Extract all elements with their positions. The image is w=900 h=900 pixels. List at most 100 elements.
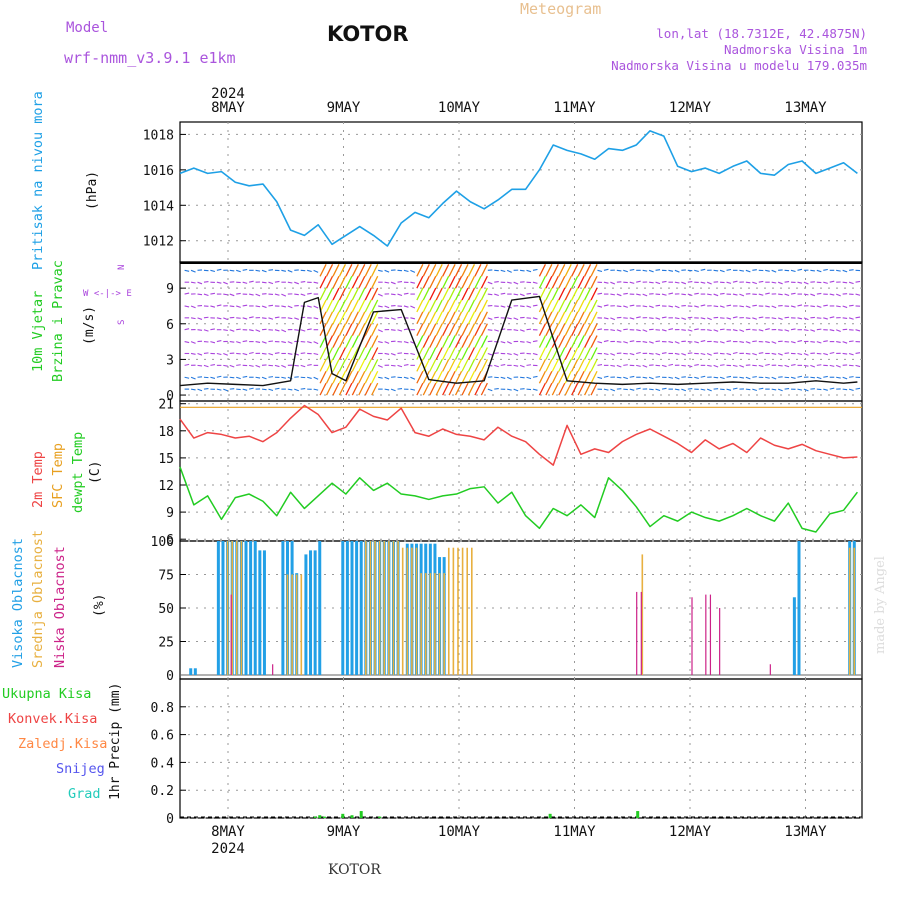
wind-arrow-strong bbox=[351, 323, 359, 337]
wind-arrow-strong bbox=[345, 359, 353, 372]
wind-arrow-strong bbox=[564, 275, 572, 289]
wind-arrow-strong bbox=[435, 323, 443, 337]
wind-arrow bbox=[513, 329, 519, 332]
wind-arrow-strong bbox=[448, 287, 456, 301]
wind-arrow bbox=[855, 329, 861, 332]
cloud-high-bar bbox=[281, 541, 285, 675]
wind-arrow bbox=[803, 329, 809, 332]
wind-arrow bbox=[242, 268, 248, 271]
wind-arrow bbox=[649, 317, 654, 319]
wind-arrow bbox=[287, 341, 293, 344]
wind-arrow bbox=[642, 341, 648, 343]
wind-arrow bbox=[397, 281, 403, 283]
wind-arrow bbox=[797, 317, 803, 320]
ytick-label-4: 0.6 bbox=[151, 729, 174, 744]
wind-arrow-strong bbox=[422, 323, 430, 337]
wind-arrow bbox=[390, 388, 396, 392]
wind-arrow-strong bbox=[358, 323, 366, 337]
wind-arrow bbox=[507, 388, 512, 391]
wind-arrow bbox=[403, 269, 409, 273]
wind-arrow bbox=[681, 293, 686, 296]
wind-arrow bbox=[842, 352, 848, 355]
wind-arrow-strong bbox=[564, 382, 572, 396]
wind-arrow bbox=[203, 316, 209, 319]
wind-arrow bbox=[261, 376, 267, 380]
wind-arrow bbox=[216, 304, 222, 307]
wind-arrow-strong bbox=[435, 335, 443, 348]
wind-arrow-strong bbox=[454, 323, 463, 337]
wind-arrow bbox=[629, 304, 635, 307]
wind-arrow-strong bbox=[564, 299, 572, 313]
wind-arrow bbox=[507, 281, 512, 284]
wind-arrow bbox=[765, 292, 770, 295]
wind-arrow-strong bbox=[429, 335, 437, 348]
wind-arrow-strong bbox=[338, 347, 347, 360]
wind-arrow bbox=[397, 352, 403, 355]
wind-arrow bbox=[797, 340, 803, 343]
wind-arrow-strong bbox=[545, 347, 553, 360]
wind-arrow bbox=[294, 329, 299, 331]
wind-arrow-strong bbox=[422, 347, 430, 360]
wind-arrow bbox=[223, 329, 228, 332]
wind-arrow-strong bbox=[454, 287, 463, 301]
wind-arrow-strong bbox=[558, 335, 566, 348]
ytick-label-0: 1018 bbox=[143, 128, 174, 143]
wind-arrow-strong bbox=[364, 275, 372, 289]
wind-arrow bbox=[790, 305, 796, 308]
wind-arrow bbox=[210, 305, 216, 308]
wind-arrow bbox=[668, 292, 674, 295]
wind-arrow-strong bbox=[571, 275, 579, 289]
wind-arrow bbox=[249, 316, 254, 319]
wind-arrow-strong bbox=[351, 382, 359, 396]
wind-arrow-strong bbox=[467, 311, 476, 325]
wind-arrow-strong bbox=[332, 347, 340, 360]
wind-arrow-strong bbox=[454, 347, 463, 360]
wind-arrow bbox=[835, 364, 841, 368]
wind-arrow bbox=[203, 352, 209, 355]
wind-arrow bbox=[603, 281, 609, 284]
wind-arrow bbox=[700, 352, 706, 356]
wind-arrow bbox=[390, 293, 396, 296]
wind-arrow bbox=[765, 363, 770, 366]
top-day-tick-label: 10MAY bbox=[438, 100, 481, 116]
wind-arrow-strong bbox=[319, 359, 327, 372]
ytick-label-2: 12 bbox=[158, 479, 174, 494]
panel-frame-0 bbox=[179, 121, 863, 263]
wind-arrow-strong bbox=[364, 359, 372, 372]
wind-arrow bbox=[506, 269, 512, 273]
wind-arrow bbox=[752, 352, 757, 356]
wind-arrow-strong bbox=[358, 299, 366, 313]
wind-arrow bbox=[603, 268, 609, 271]
wind-arrow-strong bbox=[584, 370, 592, 384]
wind-arrow bbox=[816, 292, 822, 295]
wind-arrow bbox=[745, 317, 751, 319]
wind-arrow-strong bbox=[364, 299, 372, 313]
wind-arrow-strong bbox=[564, 370, 572, 384]
wind-arrow-strong bbox=[422, 335, 430, 348]
wind-arrow-strong bbox=[364, 264, 372, 277]
wind-arrow-strong bbox=[319, 275, 327, 289]
wind-arrow bbox=[261, 269, 267, 273]
wind-arrow bbox=[655, 281, 661, 285]
wind-arrow bbox=[487, 329, 493, 331]
wind-arrow bbox=[842, 269, 848, 273]
wind-arrow bbox=[190, 388, 196, 391]
wind-arrow bbox=[829, 351, 835, 355]
wind-arrow bbox=[397, 316, 403, 319]
wind-arrow bbox=[752, 317, 757, 320]
wind-arrow bbox=[642, 305, 648, 308]
wind-arrow-strong bbox=[358, 359, 366, 372]
wind-arrow-strong bbox=[416, 370, 424, 384]
wind-arrow bbox=[842, 376, 848, 380]
wind-arrow bbox=[836, 269, 841, 272]
wind-arrow bbox=[410, 376, 416, 380]
wind-arrow bbox=[597, 364, 603, 366]
meteogram-title: Meteogram bbox=[520, 0, 602, 18]
wind-arrow bbox=[694, 328, 699, 331]
wind-arrow-strong bbox=[429, 347, 437, 360]
wind-arrow bbox=[739, 329, 745, 333]
wind-arrow bbox=[687, 352, 693, 355]
wind-arrow bbox=[616, 305, 622, 308]
wind-arrow bbox=[190, 341, 196, 344]
wind-arrow bbox=[203, 387, 209, 390]
